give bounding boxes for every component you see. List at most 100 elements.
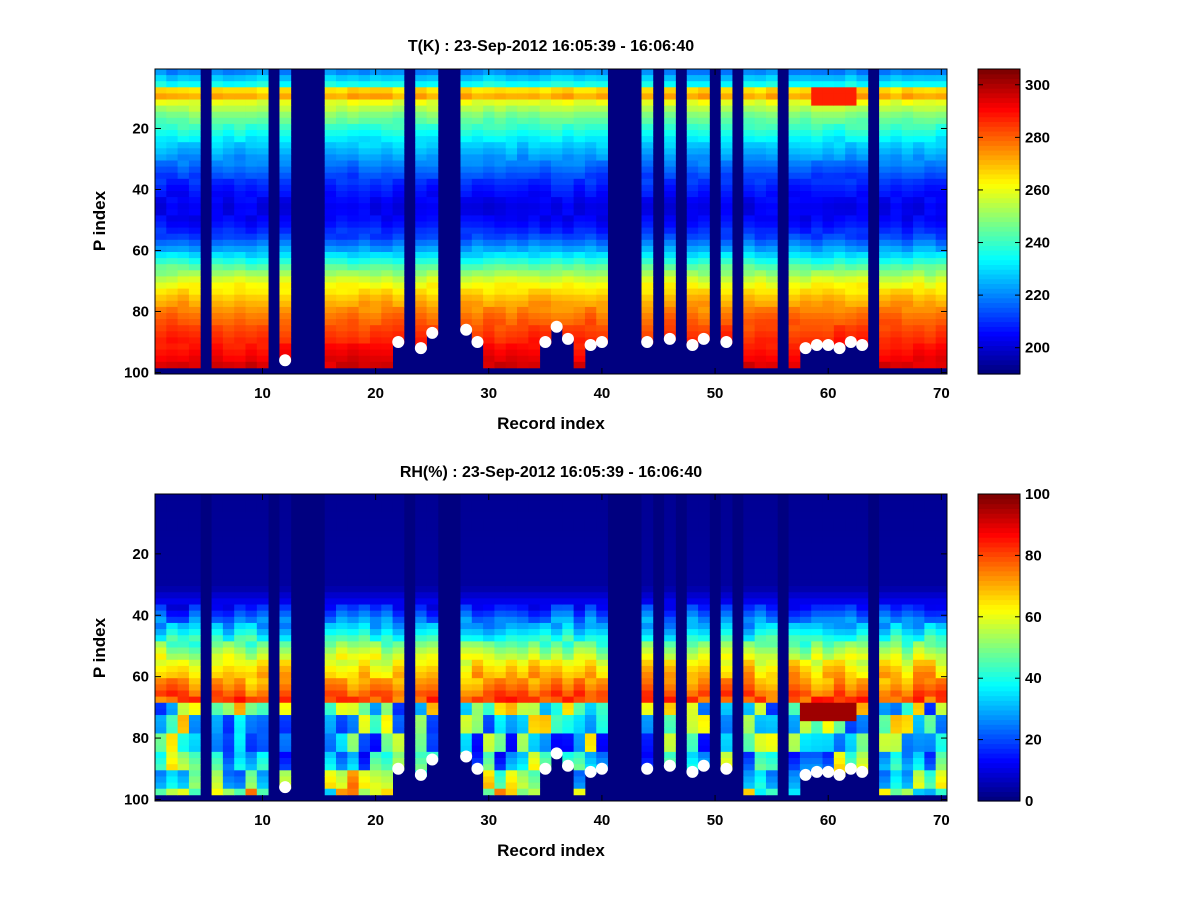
heatmap-column: [155, 494, 167, 796]
colorbar-swatch: [978, 107, 1020, 113]
heatmap-column: [913, 69, 925, 369]
colorbar-swatch: [978, 164, 1020, 170]
temperature-panel: T(K) : 23-Sep-2012 16:05:39 - 16:06:40 1…: [90, 38, 1050, 433]
heatmap-column: [765, 69, 778, 369]
colorbar-swatch: [978, 709, 1020, 716]
heatmap-column: [245, 494, 258, 796]
heatmap-column: [584, 69, 597, 347]
surface-marker: [833, 768, 846, 781]
surface-marker: [584, 765, 597, 778]
x-tick-label: 60: [820, 385, 837, 402]
heatmap-column: [856, 69, 869, 347]
colorbar-swatch: [978, 269, 1020, 275]
heatmap-column: [256, 494, 269, 796]
heatmap-column: [347, 494, 360, 796]
heatmap-column: [460, 494, 473, 759]
heatmap-column: [381, 494, 393, 796]
heatmap-column: [562, 494, 575, 768]
x-tick-label: 20: [367, 812, 384, 829]
temperature-colorbar: [977, 68, 1021, 375]
temperature-colorbar-ticks: 200 220 240 260 280 300: [978, 77, 1050, 357]
colorbar-swatch: [978, 297, 1020, 304]
colorbar-swatch: [978, 130, 1020, 137]
colorbar-swatch: [978, 633, 1020, 639]
colorbar-swatch: [978, 245, 1020, 251]
heatmap-column: [765, 494, 778, 796]
colorbar-tick-label: 300: [1025, 77, 1050, 94]
colorbar-swatch: [978, 767, 1020, 773]
surface-marker: [471, 335, 484, 348]
colorbar-swatch: [978, 354, 1020, 361]
colorbar-swatch: [978, 173, 1020, 180]
colorbar-swatch: [978, 192, 1020, 199]
humidity-heatmap: [155, 494, 948, 801]
heatmap-column: [845, 494, 857, 771]
heatmap-column: [347, 69, 360, 369]
colorbar-swatch: [978, 78, 1020, 84]
colorbar-tick-label: 20: [1025, 732, 1042, 749]
heatmap-column: [392, 69, 405, 344]
colorbar-swatch: [978, 273, 1020, 280]
colorbar-swatch: [978, 695, 1020, 701]
surface-marker: [471, 762, 484, 775]
surface-marker: [392, 762, 405, 775]
colorbar-frame: [977, 68, 1021, 375]
surface-marker: [822, 765, 835, 778]
y-tick-label: 100: [124, 364, 149, 381]
heatmap-column: [505, 69, 518, 369]
heatmap-column: [426, 494, 439, 762]
heatmap-column: [833, 494, 846, 777]
y-tick-label: 40: [132, 181, 149, 198]
y-tick-label: 80: [132, 730, 149, 747]
y-tick-label: 80: [132, 303, 149, 320]
heatmap-column: [336, 69, 348, 369]
colorbar-swatch: [978, 264, 1020, 270]
heatmap-column: [901, 69, 914, 369]
colorbar-swatch: [978, 135, 1020, 142]
x-tick-label: 40: [594, 812, 611, 829]
x-tick-label: 70: [933, 812, 950, 829]
colorbar-tick-label: 60: [1025, 609, 1042, 626]
colorbar-swatch: [978, 623, 1020, 629]
heatmap-column: [505, 494, 518, 796]
colorbar-swatch: [978, 561, 1020, 567]
heatmap-column: [517, 494, 529, 796]
heatmap-column: [799, 494, 812, 777]
colorbar-swatch: [978, 743, 1020, 749]
heatmap-column: [811, 69, 823, 347]
humidity-xlabel: Record index: [497, 841, 605, 860]
colorbar-swatch: [978, 226, 1020, 232]
x-tick-label: 50: [707, 385, 724, 402]
surface-marker: [810, 765, 823, 778]
heatmap-column: [177, 69, 190, 369]
colorbar-swatch: [978, 604, 1020, 610]
heatmap-column: [698, 494, 710, 768]
heatmap-column: [596, 69, 608, 344]
colorbar-swatch: [978, 642, 1020, 649]
heatmap-column: [358, 494, 371, 796]
surface-marker: [844, 335, 857, 348]
heatmap-column: [460, 69, 473, 332]
heatmap-column: [483, 494, 495, 796]
heatmap-column: [166, 69, 179, 369]
colorbar-swatch: [978, 796, 1020, 802]
surface-marker: [641, 762, 654, 775]
heatmap-column: [539, 69, 552, 344]
colorbar-swatch: [978, 570, 1020, 577]
heatmap-column: [222, 69, 235, 369]
surface-marker: [426, 326, 439, 339]
heatmap-column: [415, 494, 427, 777]
colorbar-swatch: [978, 508, 1020, 514]
x-tick-label: 30: [480, 812, 497, 829]
heatmap-column: [336, 494, 348, 796]
surface-marker: [279, 354, 292, 367]
surface-marker: [584, 339, 597, 352]
heatmap-column: [245, 69, 258, 369]
heatmap-column: [935, 69, 948, 369]
heatmap-column: [596, 494, 608, 771]
colorbar-swatch: [978, 522, 1020, 529]
surface-marker: [822, 339, 835, 352]
colorbar-tick-label: 80: [1025, 547, 1042, 564]
x-tick-label: 30: [480, 385, 497, 402]
surface-marker: [833, 342, 846, 355]
